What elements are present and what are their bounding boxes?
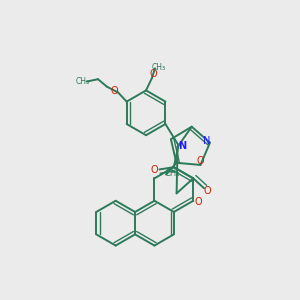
Text: O: O	[111, 86, 118, 96]
Text: N: N	[203, 136, 210, 146]
Text: CH₃: CH₃	[75, 77, 89, 86]
Text: O: O	[151, 165, 158, 175]
Text: O: O	[195, 197, 203, 207]
Text: O: O	[149, 69, 157, 79]
Text: O: O	[204, 186, 212, 196]
Text: CH₃: CH₃	[164, 169, 180, 178]
Text: CH₃: CH₃	[152, 63, 166, 72]
Text: N: N	[178, 141, 186, 151]
Text: O: O	[197, 156, 204, 166]
